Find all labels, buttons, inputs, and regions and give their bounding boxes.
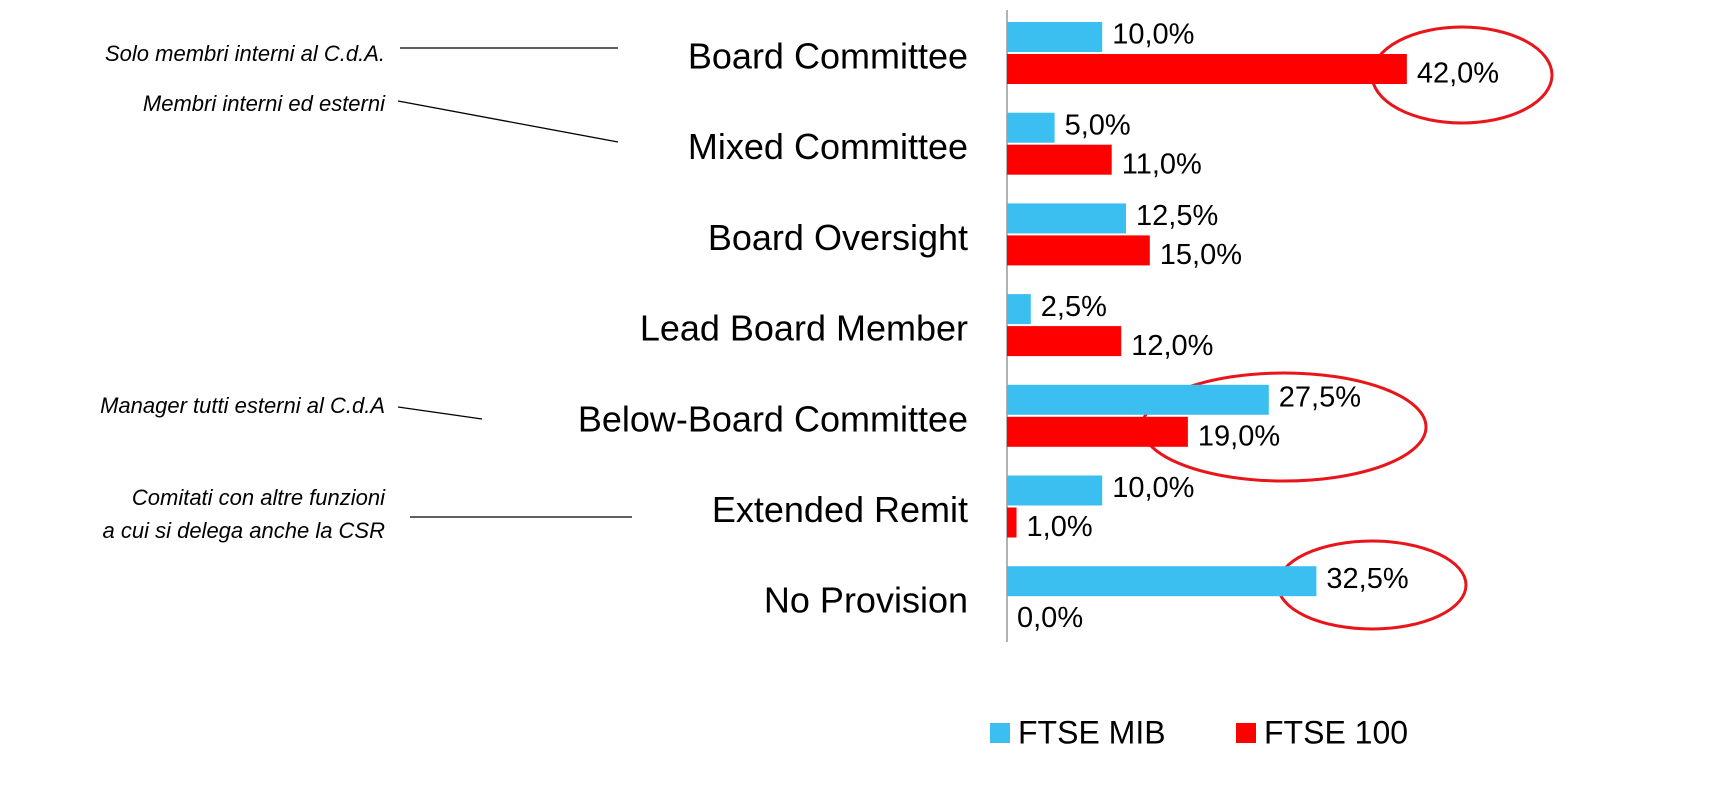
value-label: 2,5%	[1041, 291, 1107, 323]
bar	[1007, 144, 1112, 175]
bar	[1007, 22, 1103, 52]
legend-label: FTSE MIB	[1018, 714, 1166, 750]
legend-swatch	[1236, 723, 1256, 743]
value-label: 11,0%	[1122, 148, 1202, 180]
value-label: 10,0%	[1112, 19, 1194, 51]
value-label: 19,0%	[1198, 420, 1280, 452]
bar	[1007, 112, 1055, 143]
connectors	[397, 47, 632, 518]
bar	[1007, 475, 1103, 506]
category-label: Extended Remit	[712, 489, 968, 530]
highlights	[1140, 25, 1554, 631]
legend-label: FTSE 100	[1264, 714, 1408, 750]
value-label: 32,5%	[1326, 563, 1408, 595]
bar	[1007, 326, 1122, 357]
annotation: Solo membri interni al C.d.A.	[105, 41, 385, 66]
category-label: Mixed Committee	[688, 126, 968, 167]
value-label: 1,0%	[1027, 511, 1093, 543]
category-label: No Provision	[764, 580, 968, 621]
category-label: Lead Board Member	[640, 308, 968, 349]
connector	[397, 406, 483, 420]
value-label: 12,5%	[1136, 200, 1218, 232]
category-label: Below-Board Committee	[578, 398, 968, 439]
annotation: Membri interni ed esterni	[143, 91, 386, 116]
bar	[1007, 384, 1269, 415]
bar	[1007, 203, 1126, 234]
category-label: Board Committee	[688, 36, 968, 77]
annotation: a cui si delega anche la CSR	[103, 518, 386, 543]
value-label: 5,0%	[1065, 109, 1131, 141]
annotation: Comitati con altre funzioni	[132, 485, 386, 510]
bar	[1007, 507, 1017, 538]
legend-swatch	[990, 723, 1010, 743]
bar	[1007, 54, 1407, 84]
value-label: 15,0%	[1160, 239, 1242, 271]
value-label: 10,0%	[1112, 472, 1194, 504]
value-label: 0,0%	[1017, 602, 1083, 634]
category-label: Board Oversight	[708, 217, 968, 258]
bar	[1007, 294, 1031, 325]
bar	[1007, 235, 1150, 266]
annotation: Manager tutti esterni al C.d.A	[100, 393, 385, 418]
value-label: 12,0%	[1131, 330, 1213, 362]
value-label: 42,0%	[1417, 58, 1499, 90]
connector	[397, 100, 619, 143]
value-label: 27,5%	[1279, 381, 1361, 413]
bar	[1007, 416, 1188, 447]
bar	[1007, 566, 1317, 597]
